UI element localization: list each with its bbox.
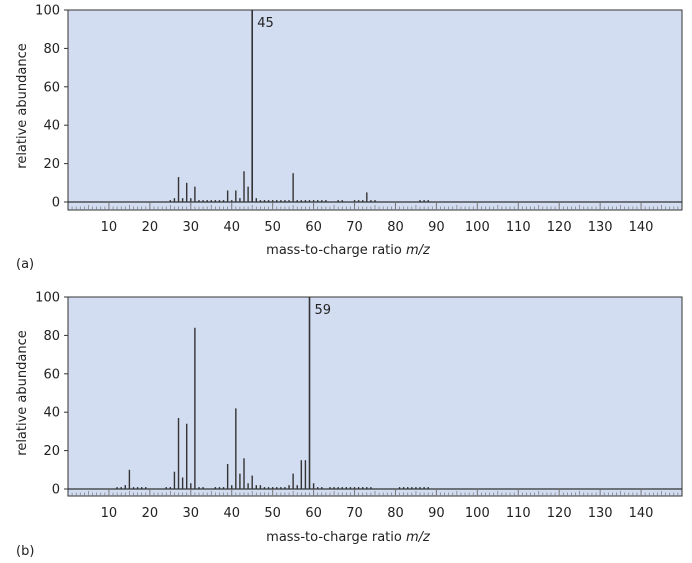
mz-ruler bbox=[71, 489, 679, 496]
x-axis-title-text: mass-to-charge ratio bbox=[266, 530, 406, 545]
peaks bbox=[169, 10, 429, 202]
x-tick-label: 140 bbox=[629, 506, 654, 521]
x-axis-title: mass-to-charge ratio m/z bbox=[266, 530, 431, 545]
x-tick-label: 100 bbox=[465, 506, 490, 521]
plot-area bbox=[67, 296, 683, 497]
x-tick-label: 120 bbox=[547, 220, 572, 235]
x-tick-label: 140 bbox=[629, 220, 654, 235]
x-tick-label: 50 bbox=[264, 506, 281, 521]
y-tick-label: 100 bbox=[35, 291, 60, 306]
x-tick-label: 10 bbox=[101, 220, 118, 235]
y-tick-label: 40 bbox=[43, 119, 60, 134]
x-tick-label: 120 bbox=[547, 506, 572, 521]
y-tick-label: 20 bbox=[43, 157, 60, 172]
x-tick-label: 30 bbox=[183, 220, 200, 235]
x-tick-label: 90 bbox=[428, 506, 445, 521]
x-tick-label: 80 bbox=[387, 506, 404, 521]
plot-area bbox=[67, 9, 683, 211]
x-tick-label: 70 bbox=[346, 220, 363, 235]
x-tick-label: 10 bbox=[101, 506, 118, 521]
x-tick-label: 60 bbox=[305, 220, 322, 235]
x-tick-label: 90 bbox=[428, 220, 445, 235]
peaks bbox=[116, 297, 429, 489]
y-tick-label: 100 bbox=[35, 4, 60, 19]
y-tick-label: 20 bbox=[43, 444, 60, 459]
x-tick-label: 80 bbox=[387, 220, 404, 235]
x-tick-label: 20 bbox=[142, 220, 159, 235]
y-axis-title: relative abundance bbox=[15, 43, 30, 168]
y-axis-title: relative abundance bbox=[15, 330, 30, 455]
x-axis-title-text: mass-to-charge ratio bbox=[266, 243, 406, 258]
x-tick-label: 110 bbox=[506, 506, 531, 521]
y-tick-label: 80 bbox=[43, 42, 60, 57]
base-peak-label: 45 bbox=[257, 16, 274, 31]
spectrum-panel-b: 0 20 40 60 80 100 10 20 30 40 50 60 70 80 90 100 110 120 1… bbox=[15, 291, 683, 559]
y-tick-label: 60 bbox=[43, 80, 60, 95]
y-tick-label: 0 bbox=[52, 196, 60, 211]
x-tick-label: 130 bbox=[588, 506, 613, 521]
y-tick-label: 0 bbox=[52, 483, 60, 498]
x-axis-title-variable: m/z bbox=[406, 243, 431, 258]
x-tick-label: 40 bbox=[223, 506, 240, 521]
x-tick-label: 30 bbox=[183, 506, 200, 521]
panel-label: (a) bbox=[16, 257, 34, 272]
y-tick-label: 40 bbox=[43, 406, 60, 421]
x-axis-title: mass-to-charge ratio m/z bbox=[266, 243, 431, 258]
x-tick-label: 50 bbox=[264, 220, 281, 235]
y-tick-label: 80 bbox=[43, 329, 60, 344]
y-tick-label: 60 bbox=[43, 367, 60, 382]
mz-ruler bbox=[71, 203, 679, 210]
x-tick-label: 70 bbox=[346, 506, 363, 521]
x-axis-title-variable: m/z bbox=[406, 530, 431, 545]
spectrum-panel-a: 0 20 40 60 80 100 10 20 30 40 50 60 70 80 90 100 110 120 1… bbox=[15, 4, 683, 272]
x-tick-label: 100 bbox=[465, 220, 490, 235]
panel-label: (b) bbox=[16, 544, 34, 559]
x-tick-label: 130 bbox=[588, 220, 613, 235]
base-peak-label: 59 bbox=[315, 303, 332, 318]
x-tick-label: 20 bbox=[142, 506, 159, 521]
x-tick-label: 40 bbox=[223, 220, 240, 235]
x-tick-label: 60 bbox=[305, 506, 322, 521]
x-tick-label: 110 bbox=[506, 220, 531, 235]
